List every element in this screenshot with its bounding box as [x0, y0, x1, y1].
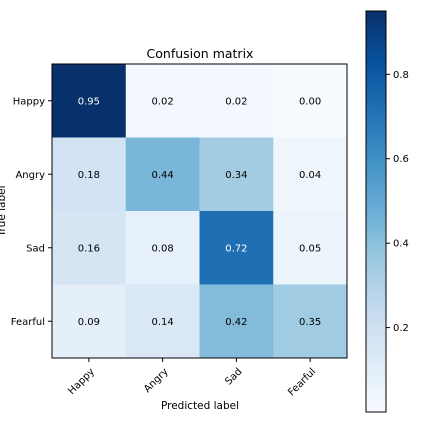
colorbar-tick-label: 0.6 [393, 154, 409, 165]
y-axis-label: True label [0, 185, 8, 237]
x-tick-label: Angry [142, 366, 171, 395]
heatmap-cell [199, 211, 274, 285]
heatmap-cell [273, 137, 348, 212]
colorbar-tick-label: 0.8 [393, 70, 409, 81]
y-tick-label: Fearful [11, 317, 45, 328]
heatmap-cell [125, 64, 200, 138]
colorbar-ticks: 0.2 0.4 0.6 0.8 [386, 70, 409, 334]
cell-value-label: 0.18 [78, 170, 100, 181]
x-tick-label: Fearful [286, 366, 318, 398]
heatmap-cell [199, 284, 274, 359]
cell-value-label: 0.72 [225, 243, 247, 254]
cell-value-label: 0.16 [78, 243, 100, 254]
heatmap-cell [125, 284, 200, 359]
cell-value-label: 0.02 [225, 96, 247, 107]
chart-title: Confusion matrix [147, 46, 254, 61]
heatmap-cells: 0.95 0.02 0.02 0.00 0.18 0.44 0.34 0.04 0.16 0.08… [52, 64, 348, 359]
heatmap-cell [273, 284, 348, 359]
heatmap-cell [52, 64, 127, 138]
x-axis-label: Predicted label [161, 400, 239, 412]
colorbar-tick-label: 0.4 [393, 239, 409, 250]
y-tick-label: Sad [26, 243, 45, 254]
cell-value-label: 0.09 [78, 317, 100, 328]
colorbar-tick-label: 0.2 [393, 323, 409, 334]
cell-value-label: 0.05 [299, 243, 321, 254]
cell-value-label: 0.14 [151, 317, 173, 328]
cell-value-label: 0.08 [151, 243, 173, 254]
heatmap-cell [273, 64, 348, 138]
y-tick-label: Happy [13, 96, 45, 107]
heatmap-cell [125, 211, 200, 285]
heatmap-cell [199, 137, 274, 212]
plot-frame [51, 63, 348, 359]
cell-value-label: 0.35 [299, 317, 321, 328]
heatmap-cell [52, 284, 127, 359]
colorbar [365, 10, 387, 413]
cell-value-label: 0.04 [299, 170, 321, 181]
heatmap-cell [125, 137, 200, 212]
x-tick-label: Sad [223, 366, 244, 387]
y-tick-label: Angry [15, 170, 45, 181]
heatmap-cell [52, 211, 127, 285]
x-tick-label: Happy [66, 366, 97, 397]
cell-value-label: 0.02 [151, 96, 173, 107]
heatmap-cell [199, 64, 274, 138]
heatmap-cell [52, 137, 127, 212]
cell-value-label: 0.34 [225, 170, 247, 181]
y-axis-ticks: Happy Angry Sad Fearful [11, 96, 52, 328]
x-axis-ticks: Happy Angry Sad Fearful [66, 358, 318, 398]
cell-value-label: 0.00 [299, 96, 321, 107]
heatmap-cell [273, 211, 348, 285]
cell-value-label: 0.42 [225, 317, 247, 328]
cell-value-label: 0.44 [151, 170, 173, 181]
cell-value-label: 0.95 [78, 96, 100, 107]
